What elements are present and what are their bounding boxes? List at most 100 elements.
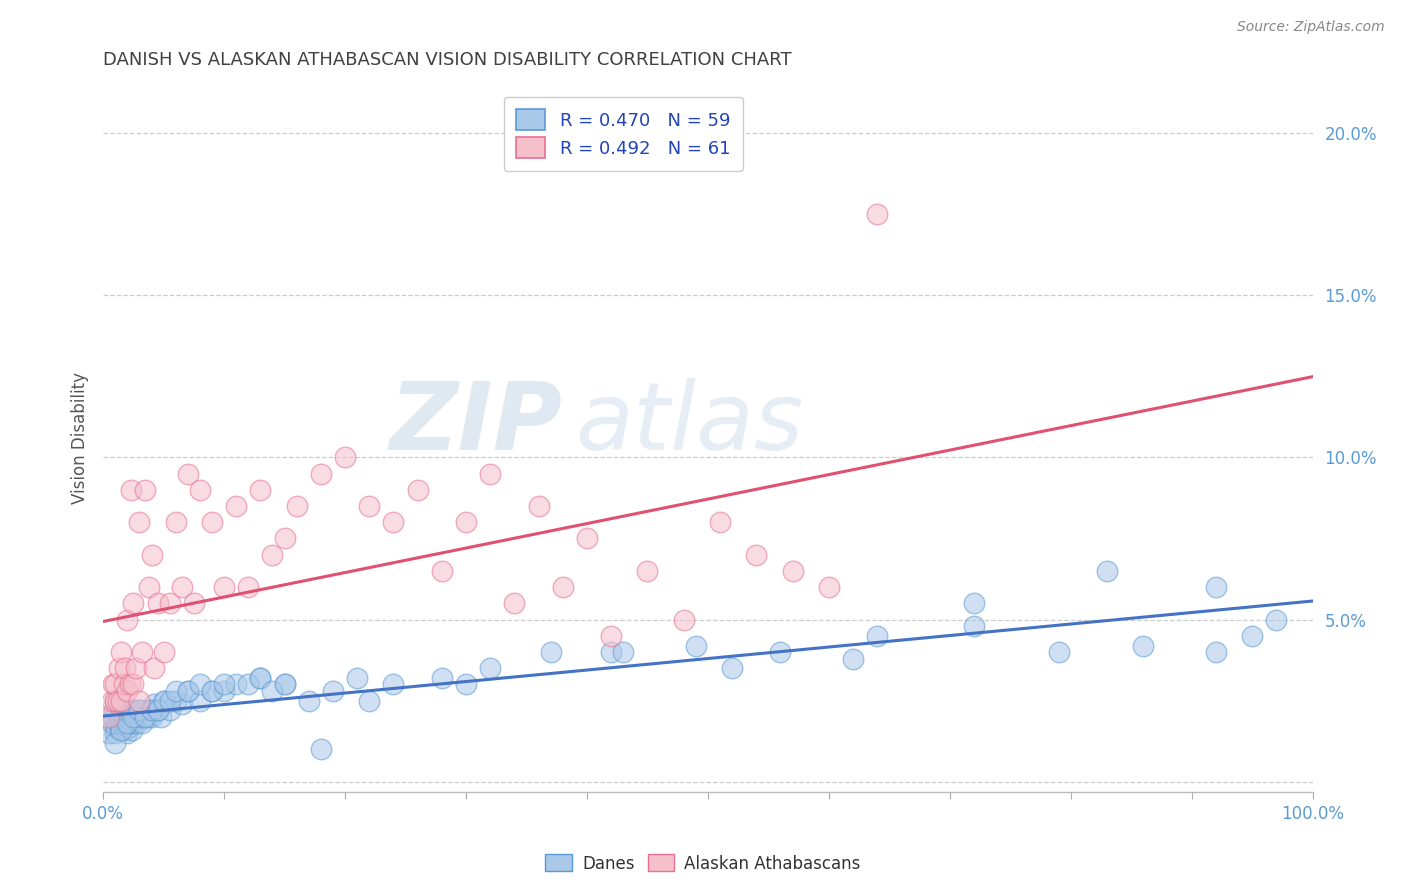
Point (112, 716, 135, 731)
Point (112, 677, 135, 691)
Point (225, 499, 247, 513)
Point (134, 703, 156, 717)
Point (866, 629, 889, 643)
Point (131, 716, 153, 731)
Point (107, 694, 129, 708)
Point (745, 548, 768, 562)
Point (128, 515, 150, 529)
Point (672, 613, 695, 627)
Point (346, 671, 368, 685)
Point (612, 645, 634, 659)
Point (170, 580, 193, 594)
Point (963, 619, 986, 633)
Point (108, 710, 131, 724)
Point (108, 723, 131, 737)
Point (249, 671, 271, 685)
Point (152, 694, 174, 708)
Point (551, 580, 574, 594)
Point (333, 450, 356, 465)
Point (238, 677, 260, 691)
Point (141, 548, 163, 562)
Point (104, 726, 127, 740)
Point (138, 580, 160, 594)
Point (103, 703, 125, 717)
Point (117, 703, 139, 717)
Point (117, 720, 139, 734)
Point (1205, 580, 1227, 594)
Point (298, 694, 321, 708)
Point (1047, 645, 1070, 659)
Point (128, 710, 150, 724)
Point (122, 677, 145, 691)
Point (152, 645, 174, 659)
Legend: R = 0.470   N = 59, R = 0.492   N = 61: R = 0.470 N = 59, R = 0.492 N = 61 (503, 96, 742, 171)
Point (575, 532, 598, 546)
Point (685, 639, 707, 653)
Point (183, 596, 205, 610)
Point (110, 694, 132, 708)
Point (382, 515, 405, 529)
Point (1265, 613, 1288, 627)
Point (479, 661, 502, 675)
Point (150, 710, 173, 724)
Point (842, 651, 865, 665)
Point (125, 661, 148, 675)
Point (1205, 645, 1227, 659)
Point (359, 499, 381, 513)
Point (721, 661, 744, 675)
Point (540, 645, 562, 659)
Point (101, 710, 124, 724)
Point (146, 703, 169, 717)
Point (118, 703, 141, 717)
Point (121, 723, 143, 737)
Point (159, 596, 181, 610)
Point (128, 703, 150, 717)
Point (114, 661, 136, 675)
Point (769, 645, 792, 659)
Point (110, 716, 132, 731)
Y-axis label: Vision Disability: Vision Disability (72, 372, 89, 504)
Point (122, 710, 145, 724)
Point (142, 661, 165, 675)
Point (134, 710, 156, 724)
Point (285, 499, 308, 513)
Point (110, 645, 132, 659)
Point (454, 677, 477, 691)
Point (177, 467, 200, 481)
Point (101, 677, 124, 691)
Point (120, 713, 142, 727)
Point (146, 596, 169, 610)
Point (212, 684, 235, 698)
Point (225, 677, 247, 691)
Point (125, 710, 148, 724)
Point (125, 716, 148, 731)
Text: DANISH VS ALASKAN ATHABASCAN VISION DISABILITY CORRELATION CHART: DANISH VS ALASKAN ATHABASCAN VISION DISA… (103, 51, 792, 69)
Point (114, 710, 136, 724)
Point (124, 713, 146, 727)
Point (105, 720, 128, 734)
Point (177, 684, 200, 698)
Text: atlas: atlas (575, 378, 803, 469)
Point (359, 694, 381, 708)
Point (273, 677, 295, 691)
Point (430, 671, 453, 685)
Point (117, 716, 139, 731)
Point (382, 677, 405, 691)
Legend: Danes, Alaskan Athabascans: Danes, Alaskan Athabascans (538, 847, 868, 880)
Point (142, 697, 165, 711)
Point (117, 613, 139, 627)
Point (128, 703, 150, 717)
Text: Source: ZipAtlas.com: Source: ZipAtlas.com (1237, 20, 1385, 34)
Point (188, 483, 211, 497)
Point (122, 703, 145, 717)
Point (212, 580, 235, 594)
Point (309, 742, 332, 756)
Point (110, 723, 132, 737)
Point (152, 694, 174, 708)
Point (138, 703, 160, 717)
Point (170, 697, 193, 711)
Point (118, 677, 141, 691)
Point (817, 580, 839, 594)
Point (201, 515, 224, 529)
Point (132, 710, 155, 724)
